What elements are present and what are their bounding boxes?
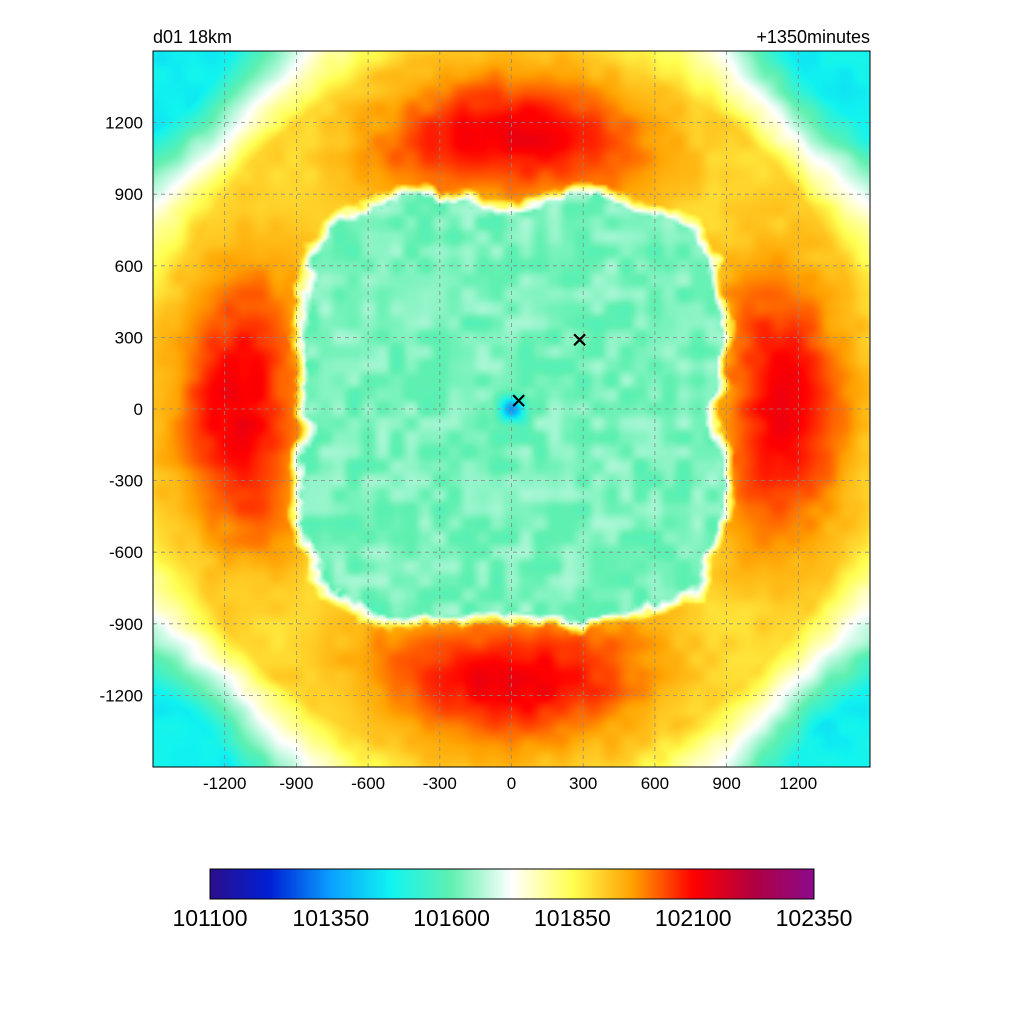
heatmap: [153, 51, 870, 767]
heatmap-image: [153, 51, 870, 767]
y-tick-label: 1200: [105, 114, 143, 133]
y-tick-label: -1200: [100, 686, 143, 705]
y-tick-label: -600: [109, 543, 143, 562]
x-tick-label: -600: [351, 774, 385, 793]
y-tick-label: -900: [109, 615, 143, 634]
colorbar-tick-label: 101100: [172, 905, 247, 931]
colorbar-tick-label: 102100: [655, 905, 732, 931]
colorbar-tick-label: 101600: [413, 905, 490, 931]
colorbar-labels: 101100 101350 101600 101850 102100 102350: [172, 905, 852, 931]
x-tick-label: -900: [279, 774, 313, 793]
y-tick-label: 300: [115, 328, 143, 347]
x-tick-label: -1200: [203, 774, 246, 793]
panel-title-right: +1350minutes: [756, 27, 870, 47]
x-tick-label: 600: [641, 774, 669, 793]
y-tick-label: 900: [115, 185, 143, 204]
markers: [512, 333, 586, 407]
colorbar-tick-label: 101350: [292, 905, 369, 931]
x-axis-ticks: -1200 -900 -600 -300 0 300 600 900 1200: [203, 774, 817, 793]
y-axis-ticks: 1200 900 600 300 0 -300 -600 -900 -1200: [100, 114, 143, 706]
colorbar: [209, 868, 815, 900]
y-tick-label: 600: [115, 257, 143, 276]
x-tick-label: 1200: [779, 774, 817, 793]
x-tick-label: 900: [712, 774, 740, 793]
x-tick-label: 300: [569, 774, 597, 793]
x-marker: [512, 394, 525, 407]
panel-title-left: d01 18km: [153, 27, 232, 47]
x-tick-label: 0: [507, 774, 516, 793]
y-tick-label: 0: [134, 400, 143, 419]
plot-frame: [152, 50, 871, 768]
x-tick-label: -300: [423, 774, 457, 793]
y-tick-label: -300: [109, 472, 143, 491]
x-marker: [573, 333, 586, 347]
colorbar-tick-label: 101850: [534, 905, 611, 931]
colorbar-tick-label: 102350: [776, 905, 853, 931]
